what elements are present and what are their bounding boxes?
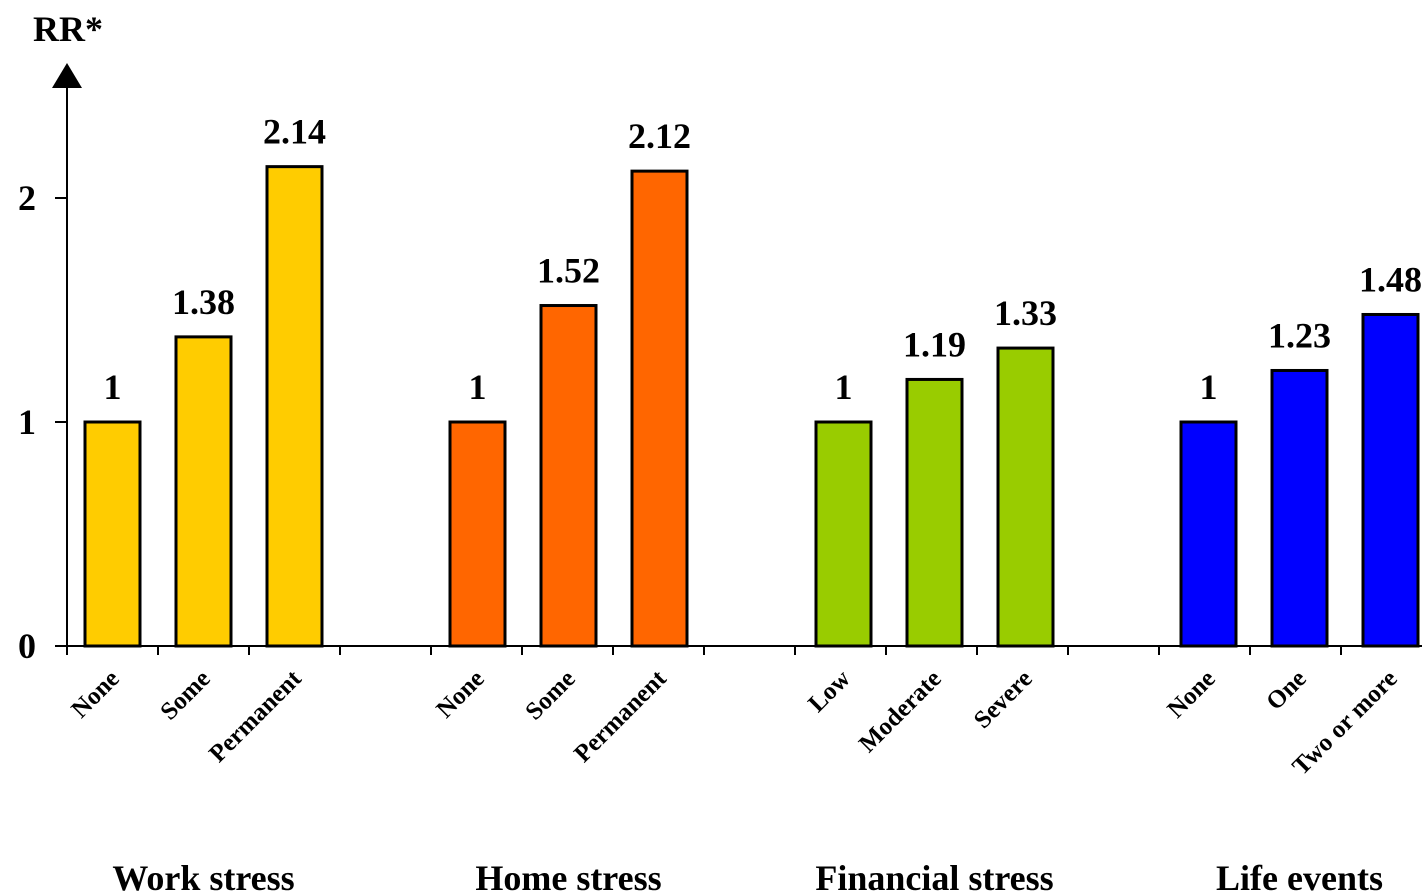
bar [1361, 312, 1420, 648]
data-label: 1.19 [903, 324, 966, 364]
bar [630, 169, 689, 648]
data-label: 1.38 [172, 282, 235, 322]
x-category-label: None [1162, 665, 1220, 723]
x-category-label: Permanent [204, 665, 307, 768]
x-category-label: None [431, 665, 489, 723]
y-axis-arrow-icon [52, 63, 82, 88]
labels: 1 None 1.38 Some 2.14 Permanent Work stress 1 No… [66, 112, 1422, 896]
data-label: 1.33 [994, 293, 1057, 333]
bar [996, 346, 1055, 648]
bar [174, 335, 233, 648]
bars [83, 165, 1420, 648]
bar [1179, 420, 1238, 648]
x-category-label: One [1261, 665, 1312, 716]
y-tick-label: 0 [18, 626, 36, 666]
x-category-label: Some [155, 665, 215, 725]
data-label: 1 [469, 367, 487, 407]
data-label: 1 [104, 367, 122, 407]
y-tick-label: 1 [18, 402, 36, 442]
bar [265, 165, 324, 648]
x-category-label: Severe [969, 665, 1038, 734]
group-label: Life events [1216, 858, 1383, 896]
data-label: 1.52 [537, 251, 600, 291]
bar [539, 304, 598, 648]
bar [448, 420, 507, 648]
group-label: Work stress [112, 858, 294, 896]
group-label: Financial stress [815, 858, 1053, 896]
bar [905, 377, 964, 648]
y-tick-label: 2 [18, 178, 36, 218]
x-category-label: Moderate [854, 665, 947, 758]
data-label: 1 [835, 367, 853, 407]
x-category-label: None [66, 665, 124, 723]
x-category-label: Low [803, 665, 855, 717]
bar [814, 420, 873, 648]
data-label: 2.14 [263, 112, 326, 152]
y-axis-label: RR* [33, 9, 103, 49]
x-category-label: Permanent [569, 665, 672, 768]
data-label: 1.23 [1268, 315, 1331, 355]
x-category-label: Some [520, 665, 580, 725]
data-label: 1.48 [1359, 259, 1422, 299]
data-label: 2.12 [628, 116, 691, 156]
group-label: Home stress [475, 858, 661, 896]
data-label: 1 [1200, 367, 1218, 407]
bar [1270, 368, 1329, 648]
bar [83, 420, 142, 648]
